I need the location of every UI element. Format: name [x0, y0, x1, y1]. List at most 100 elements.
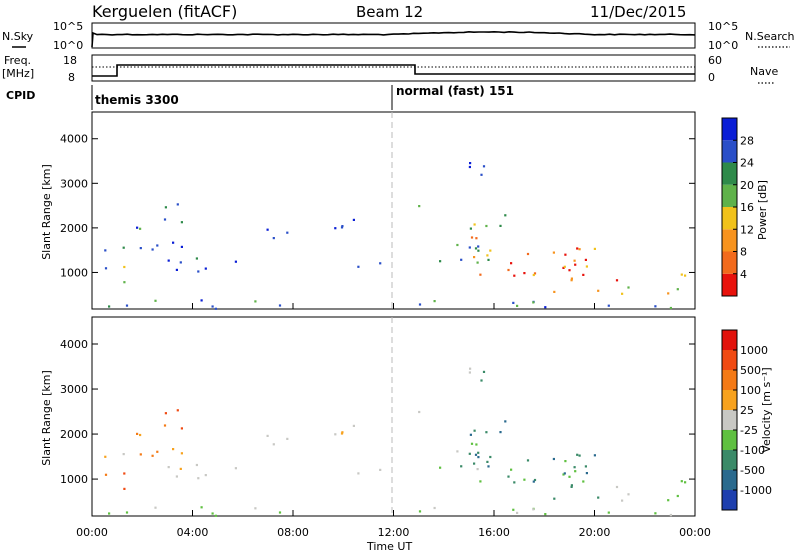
- colorbar-segment: [722, 330, 737, 350]
- data-cell: [172, 448, 175, 451]
- nave-tick-top: 60: [708, 54, 722, 67]
- data-cell: [585, 265, 588, 268]
- data-cell: [104, 249, 107, 252]
- x-tick-label: 00:00: [76, 526, 108, 539]
- data-cell: [469, 367, 472, 370]
- colorbar-segment: [722, 470, 737, 490]
- data-cell: [532, 480, 535, 483]
- data-cell: [482, 165, 486, 168]
- nsearch-tick-bottom: 10^0: [708, 39, 738, 52]
- data-cell: [474, 247, 478, 250]
- data-cell: [477, 451, 480, 454]
- data-cell: [334, 227, 337, 230]
- colorbar-tick-label: -25: [740, 424, 758, 437]
- data-cell: [197, 477, 200, 480]
- freq-tick-bottom: 8: [68, 71, 75, 84]
- data-cell: [523, 272, 526, 275]
- colorbar-segment: [722, 184, 737, 207]
- data-cell: [621, 499, 624, 502]
- data-cell: [352, 424, 355, 427]
- data-cell: [163, 424, 167, 427]
- data-cell: [172, 241, 175, 244]
- data-cell: [341, 225, 344, 228]
- colorbar-tick-label: 500: [740, 364, 761, 377]
- data-cell: [469, 162, 472, 165]
- data-cell: [164, 412, 167, 415]
- data-cell: [667, 499, 670, 502]
- data-cell: [418, 205, 421, 208]
- data-cell: [200, 506, 203, 509]
- data-cell: [357, 265, 360, 268]
- data-cell: [197, 270, 200, 273]
- data-cell: [562, 473, 565, 476]
- data-cell: [234, 260, 237, 263]
- velocity-colorbar: 1000 500 100 25 -25 -100 -500 -1000: [721, 329, 772, 511]
- data-cell: [676, 288, 679, 291]
- data-cell: [507, 475, 510, 478]
- data-cell: [593, 454, 596, 457]
- data-cell: [473, 223, 476, 226]
- data-cell: [479, 273, 482, 276]
- data-cell: [175, 475, 178, 478]
- data-cell: [180, 221, 183, 224]
- colorbar-segment: [722, 118, 737, 141]
- data-cell: [574, 263, 577, 266]
- data-cell: [125, 304, 129, 307]
- data-cell: [139, 247, 142, 250]
- data-cell: [552, 457, 555, 461]
- data-cell: [104, 267, 108, 270]
- colorbar-segment: [722, 410, 737, 430]
- data-cell: [487, 258, 490, 261]
- data-cell: [460, 258, 463, 261]
- data-cell: [195, 257, 198, 260]
- data-cell: [357, 472, 360, 475]
- data-cell: [211, 512, 214, 515]
- data-cell: [254, 507, 257, 510]
- colorbar-tick-label: 100: [740, 384, 761, 397]
- data-cell: [476, 468, 479, 471]
- data-cell: [340, 226, 344, 229]
- data-cell: [489, 455, 492, 459]
- nave-tick-bottom: 0: [708, 71, 715, 84]
- nsky-tick-bottom: 10^0: [53, 39, 83, 52]
- data-cell: [439, 466, 442, 469]
- y-tick-label: 4000: [60, 338, 88, 351]
- colorbar-tick-label: 8: [740, 246, 747, 259]
- freq-unit-label: [MHz]: [2, 67, 34, 80]
- colorbar-segment: [722, 229, 737, 252]
- data-cell: [582, 273, 585, 276]
- nsearch-label: N.Search: [745, 30, 795, 43]
- data-cell: [214, 514, 217, 517]
- data-cell: [553, 497, 556, 500]
- data-cell: [139, 433, 142, 437]
- data-cell: [154, 506, 157, 509]
- colorbar-segment: [722, 207, 737, 230]
- x-tick-label: 12:00: [378, 526, 410, 539]
- data-cell: [563, 265, 566, 268]
- data-cell: [562, 266, 565, 269]
- data-cell: [684, 274, 687, 277]
- beam-title: Beam 12: [356, 3, 423, 21]
- power-ylabel: Slant Range [km]: [40, 164, 53, 260]
- data-cell: [234, 467, 237, 470]
- data-cell: [504, 420, 507, 423]
- data-cell: [516, 304, 519, 307]
- data-cell: [439, 260, 442, 263]
- data-cell: [477, 249, 480, 252]
- y-tick-label: 3000: [60, 177, 88, 190]
- data-cell: [151, 248, 154, 251]
- data-cell: [669, 513, 672, 517]
- y-tick-label: 1000: [60, 473, 88, 486]
- data-cell: [584, 258, 587, 261]
- data-cell: [512, 301, 515, 304]
- nsky-line: [91, 30, 696, 48]
- cpid-themis: themis 3300: [95, 93, 179, 107]
- data-cell: [553, 290, 556, 293]
- data-cell: [122, 246, 125, 249]
- data-cell: [607, 511, 610, 514]
- power-colorbar-label: Power [dB]: [756, 180, 769, 240]
- colorbar-tick-label: 24: [740, 157, 754, 170]
- data-cell: [485, 224, 488, 228]
- data-cell: [272, 237, 275, 240]
- data-cell: [487, 465, 490, 468]
